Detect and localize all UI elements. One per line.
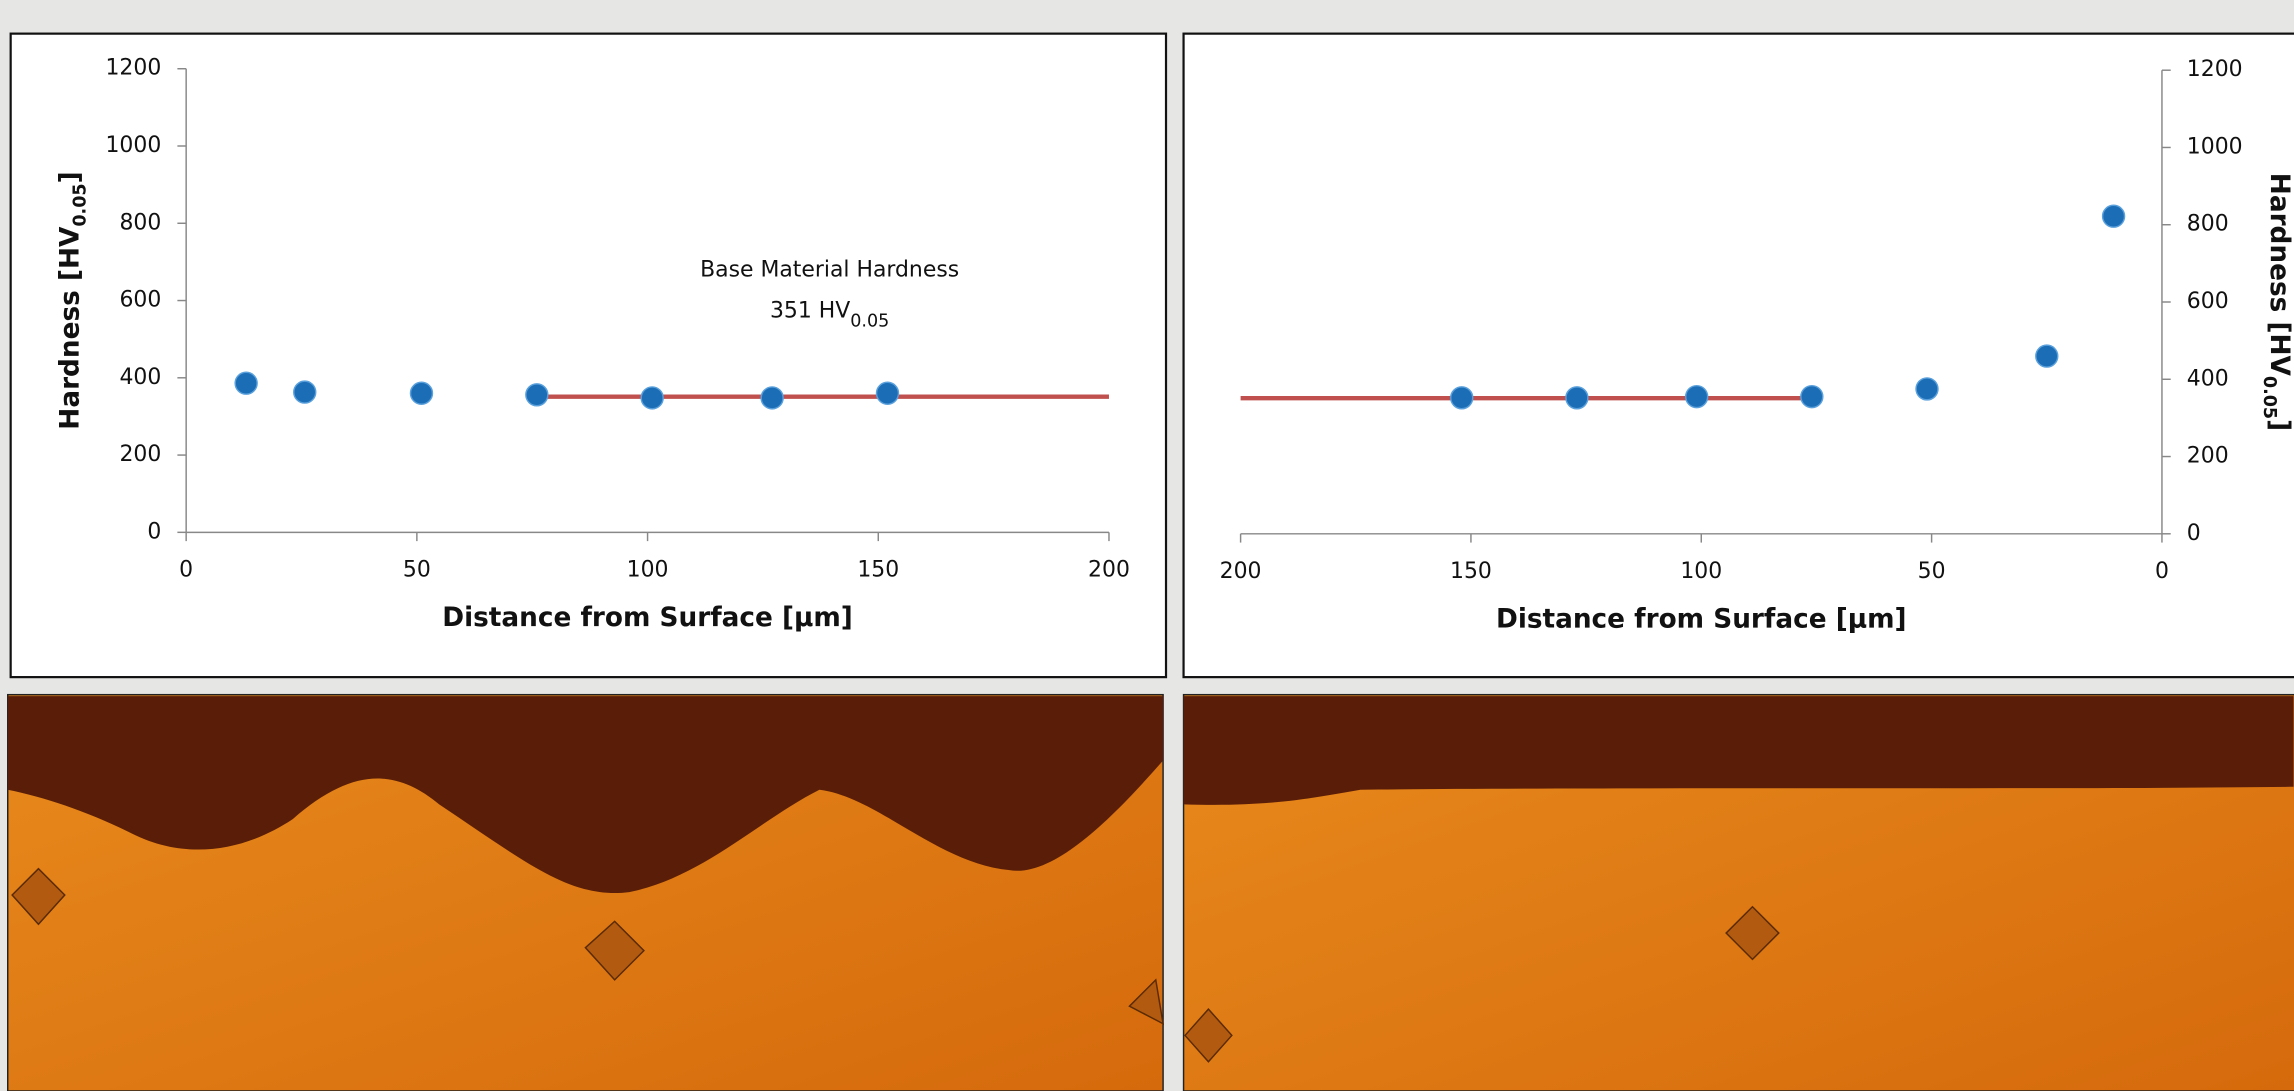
x-tick-label: 200 (1220, 559, 1262, 584)
y-tick-label: 800 (119, 210, 161, 235)
x-tick-label: 50 (1918, 559, 1946, 584)
annotation: Base Material Hardness (700, 258, 959, 283)
data-point (526, 384, 548, 406)
x-tick-label: 100 (1680, 559, 1722, 584)
data-point (2036, 345, 2058, 367)
data-point (2103, 205, 2125, 227)
y-axis-title-sub: 0.05 (2259, 376, 2279, 419)
x-tick-label: 50 (403, 557, 431, 582)
y-tick-label: 400 (119, 365, 161, 390)
data-point (294, 381, 316, 403)
figure: 020040060080010001200050100150200Distanc… (0, 0, 2294, 1091)
micrograph-right (1184, 695, 2294, 1091)
x-axis-title: Distance from Surface [µm] (442, 603, 853, 633)
y-axis-title-end: ] (55, 171, 85, 183)
y-axis-title-end: ] (2264, 419, 2294, 431)
y-axis-title-text: Hardness [HV (2264, 173, 2294, 377)
x-tick-label: 0 (2155, 559, 2169, 584)
data-point (641, 387, 663, 409)
data-point (1686, 386, 1708, 408)
chart-frame (1184, 34, 2294, 677)
annotation-text: 351 HV (770, 299, 850, 324)
data-point (877, 382, 899, 404)
data-point (1916, 378, 1938, 400)
y-tick-label: 200 (119, 442, 161, 467)
y-tick-label: 1000 (106, 133, 162, 158)
y-axis-title-text: Hardness [HV (55, 226, 85, 430)
x-axis-title: Distance from Surface [µm] (1496, 605, 1907, 635)
data-point (761, 387, 783, 409)
y-tick-label: 200 (2187, 444, 2229, 469)
y-axis-title-sub: 0.05 (71, 183, 91, 226)
x-tick-label: 150 (1450, 559, 1492, 584)
x-tick-label: 150 (857, 557, 899, 582)
page: {"chart_data":[ {"type":"scatter","xlabe… (0, 0, 2294, 1091)
x-tick-label: 200 (1088, 557, 1130, 582)
x-tick-label: 0 (179, 557, 193, 582)
y-tick-label: 600 (119, 288, 161, 313)
micrograph-left (8, 695, 1163, 1091)
data-point (411, 382, 433, 404)
y-tick-label: 400 (2187, 366, 2229, 391)
data-point (1566, 387, 1588, 409)
y-tick-label: 800 (2187, 212, 2229, 237)
y-tick-label: 0 (2187, 521, 2201, 546)
data-point (235, 372, 257, 394)
y-tick-label: 1200 (106, 56, 162, 81)
x-tick-label: 100 (627, 557, 669, 582)
data-point (1451, 387, 1473, 409)
y-tick-label: 600 (2187, 289, 2229, 314)
annotation-sub: 0.05 (850, 312, 889, 332)
y-tick-label: 0 (147, 519, 161, 544)
y-tick-label: 1000 (2187, 134, 2243, 159)
y-tick-label: 1200 (2187, 57, 2243, 82)
data-point (1801, 386, 1823, 408)
